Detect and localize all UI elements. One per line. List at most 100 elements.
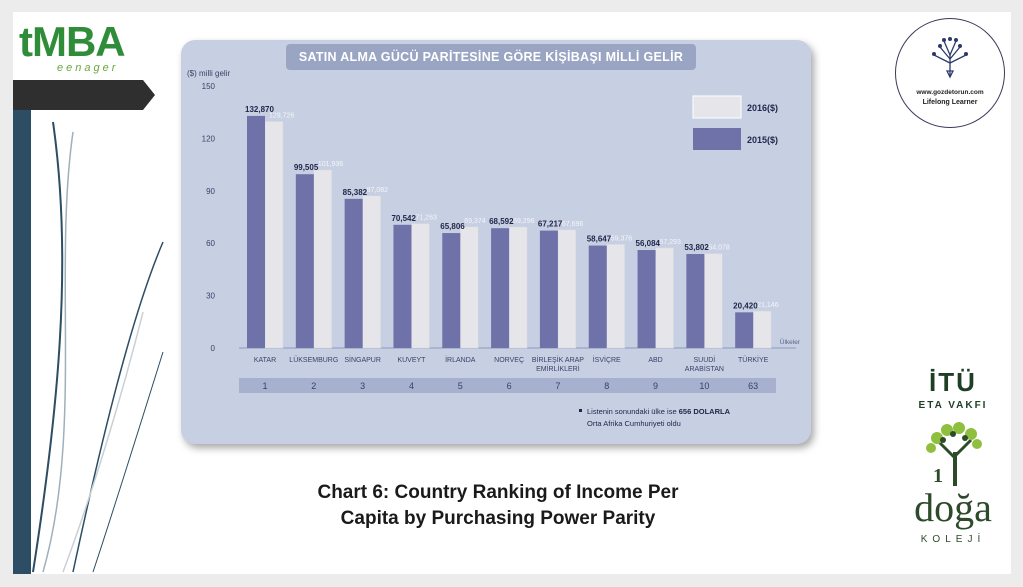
category-label: TÜRKİYE — [738, 355, 769, 364]
bar-label-2016: 21,146 — [757, 302, 779, 309]
rank-label: 1 — [262, 381, 267, 391]
bar-label-2016: 67,696 — [562, 221, 584, 228]
bar-label-2015: 58,647 — [587, 235, 612, 244]
bar-label-2016: 69,296 — [513, 218, 535, 225]
chart-card: SATIN ALMA GÜCÜ PARİTESİNE GÖRE KİŞİBAŞI… — [181, 40, 811, 444]
bar-label-2016: 129,726 — [269, 112, 294, 119]
y-tick-label: 150 — [202, 82, 216, 91]
bar-2015 — [735, 312, 754, 348]
legend-swatch-2016 — [692, 95, 742, 119]
itu-eta-logo: İTÜ ETA VAKFI — [903, 367, 1003, 411]
rank-label: 9 — [653, 381, 658, 391]
note-line-1: Listenin sonundaki ülke ise 656 DOLARLA — [587, 407, 731, 416]
caption-line-1: Chart 6: Country Ranking of Income Per — [317, 482, 679, 503]
tree-icon: 1 — [926, 422, 982, 487]
bar-2015 — [247, 115, 265, 348]
category-label: NORVEÇ — [494, 357, 524, 364]
rank-label: 6 — [507, 381, 512, 391]
category-label: ABD — [648, 357, 662, 364]
bar-label-2015: 56,084 — [636, 239, 661, 248]
bar-2016 — [460, 226, 479, 349]
rank-label: 4 — [409, 381, 414, 391]
chart-title: SATIN ALMA GÜCÜ PARİTESİNE GÖRE KİŞİBAŞI… — [286, 44, 696, 70]
bar-2015 — [344, 198, 363, 348]
itu-logo-sub: ETA VAKFI — [918, 400, 988, 411]
bar-2016 — [752, 310, 772, 349]
bar-2016 — [606, 244, 625, 349]
note-bullet — [579, 409, 582, 412]
lifelong-learner-logo: www.gozdetorun.com Lifelong Learner — [895, 18, 1005, 128]
category-label: SUUDİ ARABİSTAN — [685, 355, 724, 373]
bar-2015 — [637, 250, 656, 348]
bar-label-2016: 69,374 — [464, 218, 486, 225]
rank-label: 5 — [458, 381, 463, 391]
rank-label: 8 — [604, 381, 609, 391]
bar-label-2015: 65,806 — [440, 222, 465, 231]
rank-strip — [239, 378, 776, 393]
legend-label-2015: 2015($) — [747, 135, 778, 145]
rank-label: 63 — [748, 381, 758, 391]
slide: tMBA eenager SATIN ALMA GÜCÜ PARİTESİNE … — [13, 12, 1011, 574]
bar-2016 — [557, 229, 577, 349]
bar-2016 — [655, 247, 674, 349]
doga-sub: KOLEJİ — [920, 534, 986, 545]
bar-label-2016: 87,082 — [367, 187, 389, 194]
bar-2015 — [686, 254, 705, 348]
bar-2016 — [362, 195, 381, 349]
note-line-2: Orta Afrika Cumhuriyeti oldu — [587, 419, 681, 428]
doga-koleji-logo: 1 doğa KOLEJİ — [903, 422, 1003, 562]
y-tick-label: 30 — [206, 292, 215, 301]
bar-2015 — [393, 224, 412, 348]
bar-2015 — [491, 228, 510, 348]
y-tick-label: 0 — [211, 344, 216, 353]
slide-caption: Chart 6: Country Ranking of Income Per C… — [238, 480, 758, 532]
bar-2016 — [508, 226, 528, 349]
bar-2015 — [539, 230, 558, 348]
brand-logo-sub: eenager — [57, 62, 119, 74]
bar-label-2015: 53,802 — [684, 243, 709, 252]
category-label: KUVEYT — [397, 357, 426, 364]
category-label: İSVİÇRE — [593, 355, 621, 364]
bar-label-2015: 132,870 — [245, 105, 274, 114]
logo-url: www.gozdetorun.com — [916, 89, 984, 96]
bar-label-2015: 68,592 — [489, 217, 514, 226]
y-axis-label: ($) milli gelir — [187, 69, 230, 78]
bar-label-2015: 99,505 — [294, 163, 319, 172]
bar-label-2016: 71,263 — [415, 215, 437, 222]
decorative-lines — [32, 121, 164, 573]
legend-swatch-2015 — [693, 128, 741, 150]
brand-logo: tMBA eenager — [19, 18, 149, 80]
bar-2016 — [264, 121, 284, 349]
doga-wordmark: doğa — [914, 485, 992, 530]
bar-label-2016: 57,293 — [660, 239, 682, 246]
bar-2016 — [411, 223, 430, 349]
header-arrow-bar — [13, 80, 155, 110]
rank-label: 7 — [555, 381, 560, 391]
left-accent-bar — [13, 110, 31, 574]
rank-label: 2 — [311, 381, 316, 391]
bar-2015 — [295, 174, 314, 348]
category-label: KATAR — [254, 357, 276, 364]
bar-2016 — [313, 169, 333, 349]
school-mark: 1 — [933, 465, 943, 486]
caption-line-2: Capita by Purchasing Power Parity — [340, 508, 656, 529]
bar-label-2015: 70,542 — [391, 214, 416, 223]
y-tick-label: 120 — [202, 134, 216, 143]
bar-2016 — [704, 253, 723, 349]
rank-label: 10 — [699, 381, 709, 391]
brand-logo-main: tMBA — [19, 18, 126, 65]
bar-label-2016: 101,936 — [318, 161, 343, 168]
bar-label-2015: 67,217 — [538, 220, 563, 229]
legend-label-2016: 2016($) — [747, 103, 778, 113]
bar-2015 — [442, 233, 461, 348]
bar-label-2015: 85,382 — [343, 188, 368, 197]
logo-tagline: Lifelong Learner — [922, 99, 978, 106]
y-tick-label: 60 — [206, 239, 215, 248]
category-label: LÜKSEMBURG — [289, 356, 338, 364]
bar-label-2016: 59,376 — [611, 235, 633, 242]
tree-pen-icon — [932, 37, 968, 79]
category-label: SİNGAPUR — [344, 355, 381, 364]
itu-logo-text: İTÜ — [929, 367, 977, 397]
y-tick-label: 90 — [206, 187, 215, 196]
category-label: İRLANDA — [445, 355, 476, 364]
